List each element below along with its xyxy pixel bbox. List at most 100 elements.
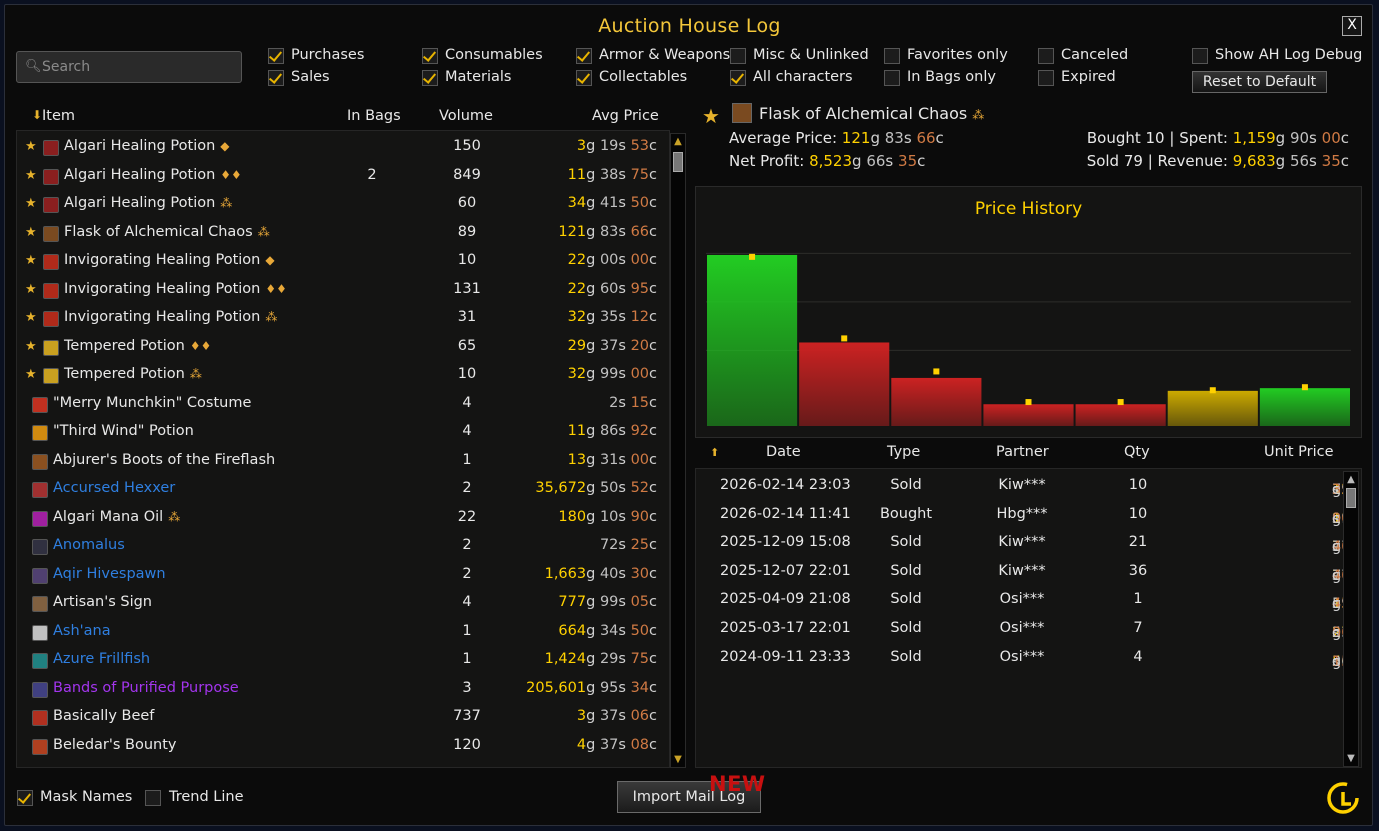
list-item[interactable]: "Merry Munchkin" Costume 4 2s 15c [17, 391, 669, 419]
filter-favorites-only-checkbox[interactable] [884, 48, 900, 64]
item-name[interactable]: Invigorating Healing Potion ⁂ [64, 309, 277, 325]
item-name[interactable]: Artisan's Sign [53, 594, 152, 610]
favorite-star-icon[interactable]: ★ [25, 196, 37, 211]
column-header-type[interactable]: Type [887, 444, 921, 460]
trend-line-checkbox[interactable] [145, 790, 161, 806]
item-name[interactable]: Tempered Potion ⁂ [64, 366, 202, 382]
list-item[interactable]: Accursed Hexxer 2 35,672g 50s 52c [17, 476, 669, 504]
filter-sales-checkbox[interactable] [268, 70, 284, 86]
price-bar[interactable] [891, 377, 982, 426]
favorite-star-icon[interactable]: ★ [25, 367, 37, 382]
price-bar[interactable] [707, 254, 798, 426]
list-item[interactable]: Algari Mana Oil ⁂ 22 180g 10s 90c [17, 505, 669, 533]
mask-names-checkbox[interactable] [17, 790, 33, 806]
column-header-item[interactable]: Item [42, 108, 76, 124]
column-header-in-bags[interactable]: In Bags [347, 108, 401, 124]
filter-expired-checkbox[interactable] [1038, 70, 1054, 86]
search-input[interactable] [40, 52, 239, 82]
item-name[interactable]: Flask of Alchemical Chaos ⁂ [64, 224, 270, 240]
table-row[interactable]: 2025-12-07 22:01 Sold Kiw*** 36 71 g 77 s 40 c [696, 558, 1350, 586]
filter-collectables-checkbox[interactable] [576, 70, 592, 86]
item-name[interactable]: Invigorating Healing Potion ♦♦ [64, 281, 287, 297]
scroll-down-icon[interactable]: ▼ [1347, 753, 1355, 764]
item-name[interactable]: Invigorating Healing Potion ◆ [64, 252, 275, 268]
import-mail-log-button[interactable]: Import Mail Log [617, 781, 761, 813]
column-header-date[interactable]: Date [766, 444, 801, 460]
reset-to-default-button[interactable]: Reset to Default [1192, 71, 1327, 93]
item-name[interactable]: Beledar's Bounty [53, 737, 176, 753]
item-name[interactable]: Algari Healing Potion ⁂ [64, 195, 232, 211]
item-name[interactable]: Bands of Purified Purpose [53, 680, 239, 696]
list-item[interactable]: Azure Frillfish 1 1,424g 29s 75c [17, 647, 669, 675]
list-item[interactable]: ★ Algari Healing Potion ◆ 150 3g 19s 53c [17, 134, 669, 162]
item-name[interactable]: Anomalus [53, 537, 125, 553]
filter-armor-weapons-checkbox[interactable] [576, 48, 592, 64]
scroll-thumb[interactable] [1346, 488, 1356, 508]
list-item[interactable]: ★ Tempered Potion ⁂ 10 32g 99s 00c [17, 362, 669, 390]
favorite-star-icon[interactable]: ★ [25, 167, 37, 183]
item-name[interactable]: Azure Frillfish [53, 651, 150, 667]
item-name[interactable]: Algari Healing Potion ◆ [64, 138, 230, 154]
price-bar[interactable] [1259, 388, 1350, 426]
column-header-partner[interactable]: Partner [996, 444, 1049, 460]
item-list-scrollbar[interactable]: ▲ ▼ [670, 133, 686, 768]
filter-purchases-checkbox[interactable] [268, 48, 284, 64]
item-name[interactable]: Accursed Hexxer [53, 480, 175, 496]
list-item[interactable]: Abjurer's Boots of the Fireflash 1 13g 31s… [17, 448, 669, 476]
filter-misc-unlinked-checkbox[interactable] [730, 48, 746, 64]
column-header-avg-price[interactable]: Avg Price [592, 108, 659, 124]
list-item[interactable]: Aqir Hivespawn 2 1,663g 40s 30c [17, 562, 669, 590]
list-item[interactable]: ★ Flask of Alchemical Chaos ⁂ 89 121g 83s 66… [17, 220, 669, 248]
filter-consumables-checkbox[interactable] [422, 48, 438, 64]
list-item[interactable]: ★ Algari Healing Potion ♦♦ 2 849 11g 38s 75c [17, 163, 669, 191]
list-item[interactable]: ★ Algari Healing Potion ⁂ 60 34g 41s 50c [17, 191, 669, 219]
list-item[interactable]: Anomalus 2 72s 25c [17, 533, 669, 561]
list-item[interactable]: Ash'ana 1 664g 34s 50c [17, 619, 669, 647]
item-name[interactable]: Ash'ana [53, 623, 111, 639]
filter-show-ah-log-debug-checkbox[interactable] [1192, 48, 1208, 64]
column-header-unit-price[interactable]: Unit Price [1264, 444, 1334, 460]
list-item[interactable]: "Third Wind" Potion 4 11g 86s 92c [17, 419, 669, 447]
item-name[interactable]: Tempered Potion ♦♦ [64, 338, 211, 354]
item-name[interactable]: Algari Healing Potion ♦♦ [64, 167, 242, 183]
scroll-down-icon[interactable]: ▼ [674, 754, 682, 765]
item-name[interactable]: "Third Wind" Potion [53, 423, 194, 439]
favorite-star-icon[interactable]: ★ [25, 224, 37, 240]
item-name[interactable]: Aqir Hivespawn [53, 566, 166, 582]
history-scrollbar[interactable]: ▲ ▼ [1343, 471, 1359, 767]
favorite-star-icon[interactable]: ★ [25, 310, 37, 325]
favorite-star-icon[interactable]: ★ [25, 338, 37, 354]
scroll-up-icon[interactable]: ▲ [674, 136, 682, 147]
item-name[interactable]: Abjurer's Boots of the Fireflash [53, 452, 275, 468]
list-item[interactable]: ★ Invigorating Healing Potion ◆ 10 22g 00s 0… [17, 248, 669, 276]
favorite-star-icon[interactable]: ★ [25, 253, 37, 268]
favorite-star-icon[interactable]: ★ [702, 104, 720, 128]
list-item[interactable]: Bands of Purified Purpose 3 205,601g 95s 3… [17, 676, 669, 704]
price-bar[interactable] [983, 404, 1074, 426]
price-bar[interactable] [1167, 390, 1258, 426]
favorite-star-icon[interactable]: ★ [25, 139, 37, 154]
item-name[interactable]: Algari Mana Oil ⁂ [53, 509, 180, 525]
filter-all-characters-checkbox[interactable] [730, 70, 746, 86]
column-header-qty[interactable]: Qty [1124, 444, 1150, 460]
scroll-up-icon[interactable]: ▲ [1347, 474, 1355, 485]
list-item[interactable]: ★ Invigorating Healing Potion ⁂ 31 32g 35s 1… [17, 305, 669, 333]
item-name[interactable]: "Merry Munchkin" Costume [53, 395, 251, 411]
column-header-volume[interactable]: Volume [439, 108, 493, 124]
favorite-star-icon[interactable]: ★ [25, 281, 37, 297]
addon-logo-icon[interactable] [1326, 781, 1360, 815]
price-bar[interactable] [1075, 404, 1166, 426]
filter-canceled-checkbox[interactable] [1038, 48, 1054, 64]
item-name[interactable]: Basically Beef [53, 708, 154, 724]
filter-in-bags-only-checkbox[interactable] [884, 70, 900, 86]
table-row[interactable]: 2025-12-09 15:08 Sold Kiw*** 21 71 g 77 s 40 c [696, 529, 1350, 557]
filter-materials-checkbox[interactable] [422, 70, 438, 86]
list-item[interactable]: Beledar's Bounty 120 4g 37s 08c [17, 733, 669, 761]
list-item[interactable]: ★ Tempered Potion ♦♦ 65 29g 37s 20c [17, 334, 669, 362]
close-button[interactable]: X [1342, 16, 1362, 36]
